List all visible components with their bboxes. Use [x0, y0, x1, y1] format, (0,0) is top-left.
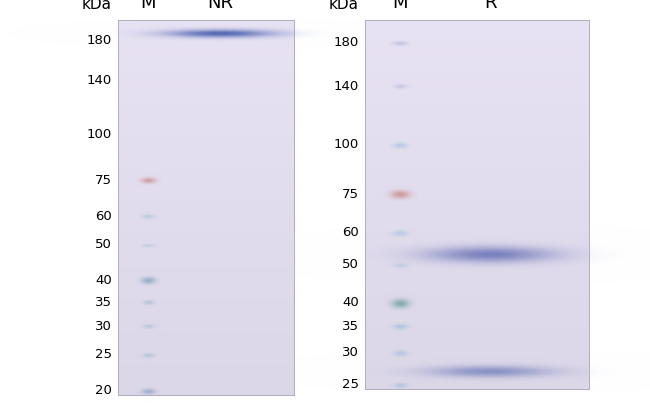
- Text: kDa: kDa: [329, 0, 359, 12]
- Text: 30: 30: [95, 319, 112, 332]
- Text: 20: 20: [95, 384, 112, 398]
- Text: M: M: [140, 0, 156, 12]
- Text: 30: 30: [342, 347, 359, 359]
- Text: M: M: [392, 0, 408, 12]
- Text: 60: 60: [96, 210, 112, 223]
- Text: 25: 25: [95, 349, 112, 362]
- Text: 60: 60: [343, 226, 359, 240]
- Text: 35: 35: [342, 319, 359, 332]
- Text: 35: 35: [95, 295, 112, 309]
- Text: NR: NR: [207, 0, 233, 12]
- Text: 100: 100: [86, 129, 112, 141]
- Text: 50: 50: [95, 238, 112, 252]
- Text: 40: 40: [343, 297, 359, 310]
- Text: 180: 180: [333, 37, 359, 50]
- Text: 25: 25: [342, 379, 359, 391]
- Text: 140: 140: [333, 79, 359, 92]
- Text: 100: 100: [333, 139, 359, 151]
- Text: kDa: kDa: [82, 0, 112, 12]
- Text: R: R: [484, 0, 496, 12]
- Text: 75: 75: [342, 188, 359, 201]
- Text: 180: 180: [86, 35, 112, 47]
- Text: 75: 75: [95, 173, 112, 186]
- Text: 40: 40: [96, 273, 112, 287]
- Text: 140: 140: [86, 74, 112, 87]
- Text: 50: 50: [342, 258, 359, 272]
